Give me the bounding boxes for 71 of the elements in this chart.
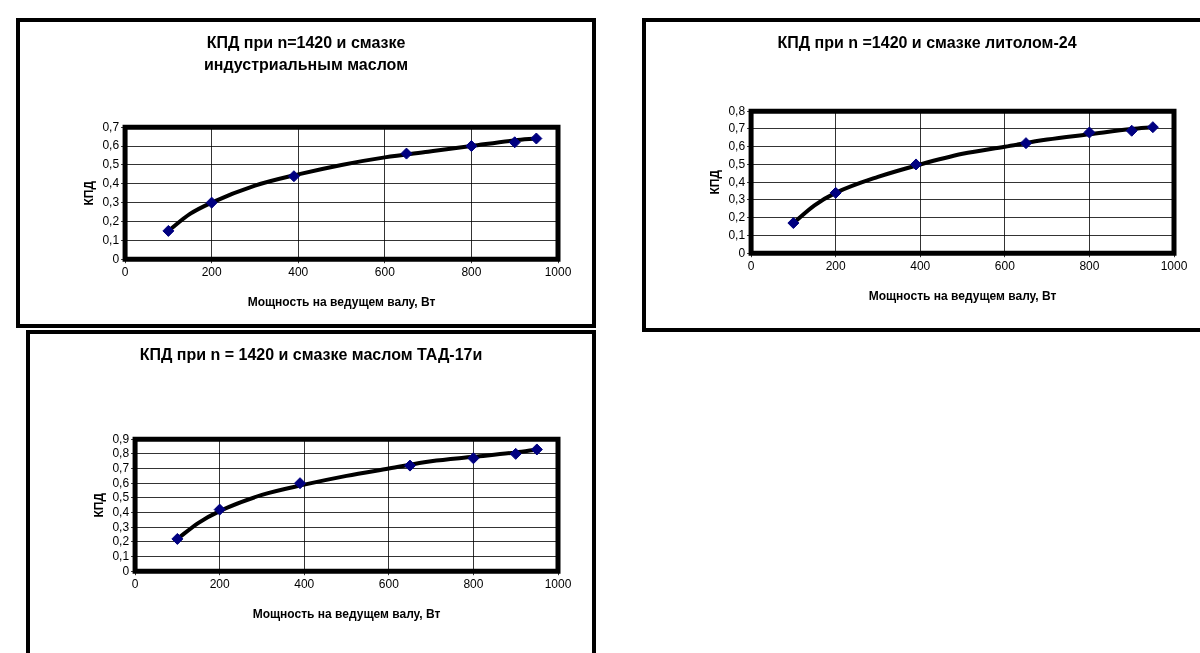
x-tick-label: 600	[994, 258, 1016, 273]
x-tick-label: 600	[378, 576, 400, 591]
point	[1125, 124, 1138, 137]
y-tick-label: 0,5	[112, 490, 130, 505]
chart-title: КПД при n =1420 и смазке литолом-24	[776, 33, 1078, 53]
y-tick-label: 0,2	[102, 213, 120, 228]
x-tick-label: 200	[825, 258, 846, 273]
point	[910, 158, 923, 171]
point	[162, 224, 175, 237]
y-tick-label: 0,2	[728, 210, 746, 225]
point	[213, 503, 226, 516]
point	[400, 147, 413, 160]
y-tick-label: 0	[738, 245, 746, 260]
x-tick-label: 200	[209, 576, 230, 591]
y-tick-label: 0,3	[102, 194, 120, 209]
x-tick-label: 400	[294, 576, 315, 591]
y-tick-label: 0,5	[102, 157, 120, 172]
point	[294, 477, 307, 490]
y-axis-title: КПД	[81, 180, 96, 206]
point	[467, 452, 480, 465]
y-tick-label: 0,6	[728, 139, 746, 154]
x-tick-label: 1000	[544, 576, 572, 591]
y-tick-label: 0,1	[112, 548, 130, 563]
x-tick-label: 1000	[1160, 258, 1188, 273]
point	[403, 459, 416, 472]
y-tick-label: 0,6	[102, 138, 120, 153]
point	[171, 532, 184, 545]
point	[465, 140, 478, 153]
y-tick-label: 0,7	[102, 119, 120, 134]
y-tick-label: 0,5	[728, 156, 746, 171]
point	[530, 443, 543, 456]
point	[829, 186, 842, 199]
y-tick-label: 0,3	[728, 192, 746, 207]
y-tick-label: 0,1	[728, 227, 746, 242]
x-axis-title: Мощность на ведущем валу, Вт	[868, 289, 1057, 304]
y-tick-label: 0,7	[728, 121, 746, 136]
x-axis-title: Мощность на ведущем валу, Вт	[252, 607, 441, 622]
x-tick-label: 800	[463, 576, 484, 591]
y-tick-label: 0,4	[112, 504, 130, 519]
point	[1019, 137, 1032, 150]
x-tick-label: 400	[288, 264, 309, 279]
y-axis-title: КПД	[707, 169, 722, 195]
chart-title: КПД при n = 1420 и смазке маслом ТАД-17и	[138, 345, 484, 365]
y-tick-label: 0,4	[728, 174, 746, 189]
y-tick-label: 0,2	[112, 534, 130, 549]
chart-title: КПД при n=1420 и смазке индустриальным маслом	[203, 33, 409, 75]
point	[508, 136, 521, 149]
y-tick-label: 0,9	[112, 431, 130, 446]
x-tick-label: 600	[374, 264, 396, 279]
point	[1083, 126, 1096, 139]
x-tick-label: 1000	[544, 264, 572, 279]
y-tick-label: 0,8	[112, 446, 130, 461]
y-tick-label: 0,6	[112, 475, 130, 490]
x-tick-label: 400	[910, 258, 931, 273]
x-tick-label: 200	[201, 264, 222, 279]
y-tick-label: 0,3	[112, 519, 130, 534]
y-tick-label: 0,4	[102, 176, 120, 191]
point	[287, 170, 300, 183]
point	[1146, 121, 1159, 134]
point	[787, 217, 800, 230]
x-axis-title: Мощность на ведущем валу, Вт	[247, 295, 436, 310]
x-tick-label: 800	[461, 264, 482, 279]
y-tick-label: 0,7	[112, 460, 130, 475]
point	[205, 196, 218, 209]
y-tick-label: 0	[122, 563, 130, 578]
y-tick-label: 0,1	[102, 232, 120, 247]
y-tick-label: 0,8	[728, 103, 746, 118]
x-tick-label: 800	[1079, 258, 1100, 273]
y-axis-title: КПД	[91, 492, 106, 518]
point	[530, 132, 543, 145]
point	[509, 447, 522, 460]
